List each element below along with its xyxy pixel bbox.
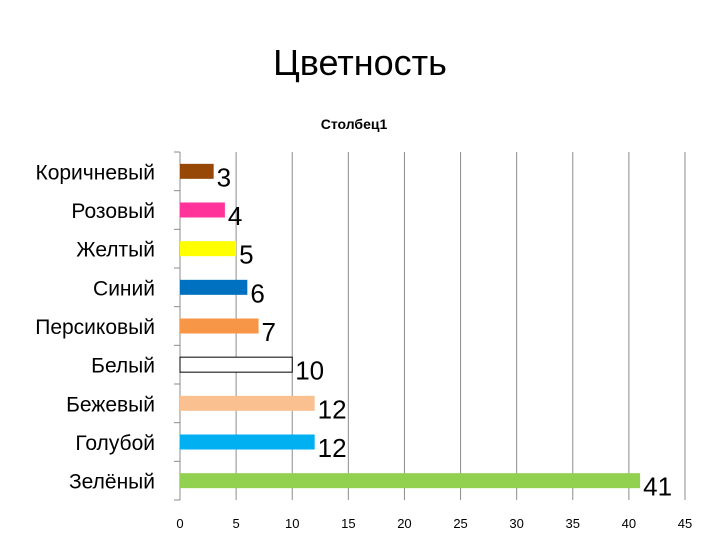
x-tick-label: 15 xyxy=(341,516,355,531)
x-tick-label: 20 xyxy=(397,516,411,531)
x-tick-label: 30 xyxy=(509,516,523,531)
x-tick-label: 10 xyxy=(285,516,299,531)
category-label: Желтый xyxy=(76,239,155,262)
category-label: Персиковый xyxy=(35,316,155,339)
chart-title: Столбец1 xyxy=(320,116,388,132)
category-label: Белый xyxy=(91,355,155,378)
data-label: 10 xyxy=(295,356,324,386)
x-tick-label: 45 xyxy=(678,516,692,531)
category-label: Голубой xyxy=(75,432,155,455)
data-label: 4 xyxy=(228,201,242,231)
bar xyxy=(180,395,315,411)
slide-title: Цветность xyxy=(273,42,447,83)
data-label: 5 xyxy=(239,240,253,270)
category-label: Синий xyxy=(93,277,155,300)
category-label: Коричневый xyxy=(35,161,155,184)
bar xyxy=(180,434,315,450)
x-tick-label: 40 xyxy=(622,516,636,531)
bar xyxy=(180,318,259,334)
category-label: Розовый xyxy=(71,200,155,223)
bar xyxy=(180,241,237,257)
data-label: 3 xyxy=(217,162,231,192)
data-label: 6 xyxy=(250,278,264,308)
category-label: Бежевый xyxy=(66,393,155,416)
bar xyxy=(180,473,641,489)
x-tick-label: 5 xyxy=(232,516,239,531)
x-tick-label: 35 xyxy=(566,516,580,531)
bar xyxy=(180,279,248,295)
x-tick-label: 25 xyxy=(453,516,467,531)
data-label: 12 xyxy=(318,433,347,463)
bar xyxy=(179,356,293,373)
bar xyxy=(180,163,214,179)
category-label: Зелёный xyxy=(69,471,155,494)
data-label: 41 xyxy=(643,472,672,502)
data-label: 7 xyxy=(262,317,276,347)
data-label: 12 xyxy=(318,394,347,424)
x-tick-label: 0 xyxy=(176,516,183,531)
bar xyxy=(180,202,225,218)
